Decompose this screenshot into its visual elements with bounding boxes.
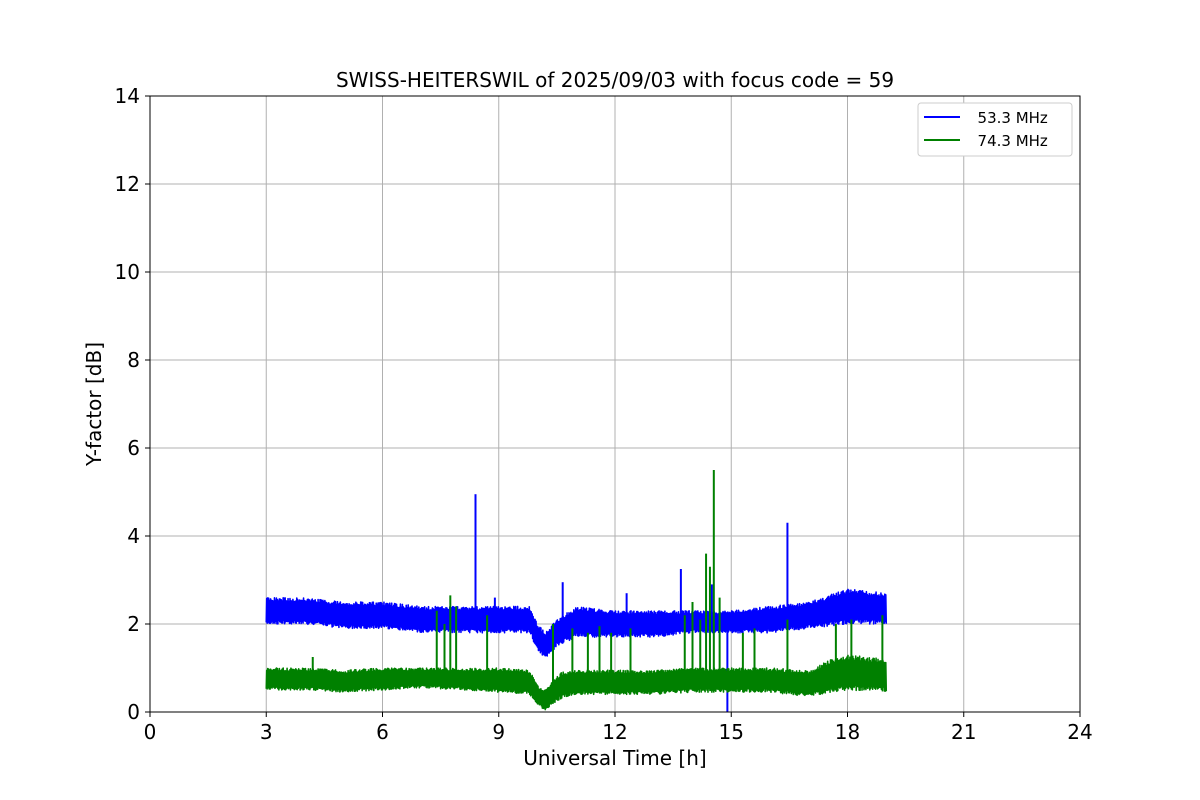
x-tick-label: 0 bbox=[144, 720, 157, 744]
chart-title: SWISS-HEITERSWIL of 2025/09/03 with focu… bbox=[336, 68, 894, 92]
x-tick-label: 3 bbox=[260, 720, 273, 744]
x-tick-label: 9 bbox=[492, 720, 505, 744]
legend-label-53mhz: 53.3 MHz bbox=[968, 109, 1048, 127]
legend-label-74mhz: 74.3 MHz bbox=[968, 132, 1048, 150]
legend: 53.3 MHz 74.3 MHz bbox=[917, 102, 1073, 157]
grid bbox=[150, 96, 1080, 712]
series-53-3-mhz bbox=[265, 494, 888, 712]
x-tick-label: 18 bbox=[835, 720, 860, 744]
y-tick-label: 8 bbox=[127, 348, 140, 372]
x-tick-label: 15 bbox=[719, 720, 744, 744]
y-tick-label: 10 bbox=[115, 260, 140, 284]
series-74-3-mhz bbox=[265, 470, 888, 711]
x-axis-label: Universal Time [h] bbox=[523, 746, 706, 770]
y-tick-label: 2 bbox=[127, 612, 140, 636]
series-line-53-3-mhz bbox=[265, 588, 888, 657]
x-tick-label: 12 bbox=[602, 720, 627, 744]
y-tick-label: 0 bbox=[127, 700, 140, 724]
y-tick-label: 12 bbox=[115, 172, 140, 196]
y-tick-label: 14 bbox=[115, 84, 140, 108]
series-layer bbox=[265, 470, 888, 712]
series-line-74-3-mhz bbox=[265, 654, 888, 711]
x-tick-label: 21 bbox=[951, 720, 976, 744]
y-tick-label: 4 bbox=[127, 524, 140, 548]
x-tick-label: 6 bbox=[376, 720, 389, 744]
y-tick-label: 6 bbox=[127, 436, 140, 460]
x-tick-label: 24 bbox=[1067, 720, 1092, 744]
y-axis-label: Y-factor [dB] bbox=[82, 342, 106, 467]
